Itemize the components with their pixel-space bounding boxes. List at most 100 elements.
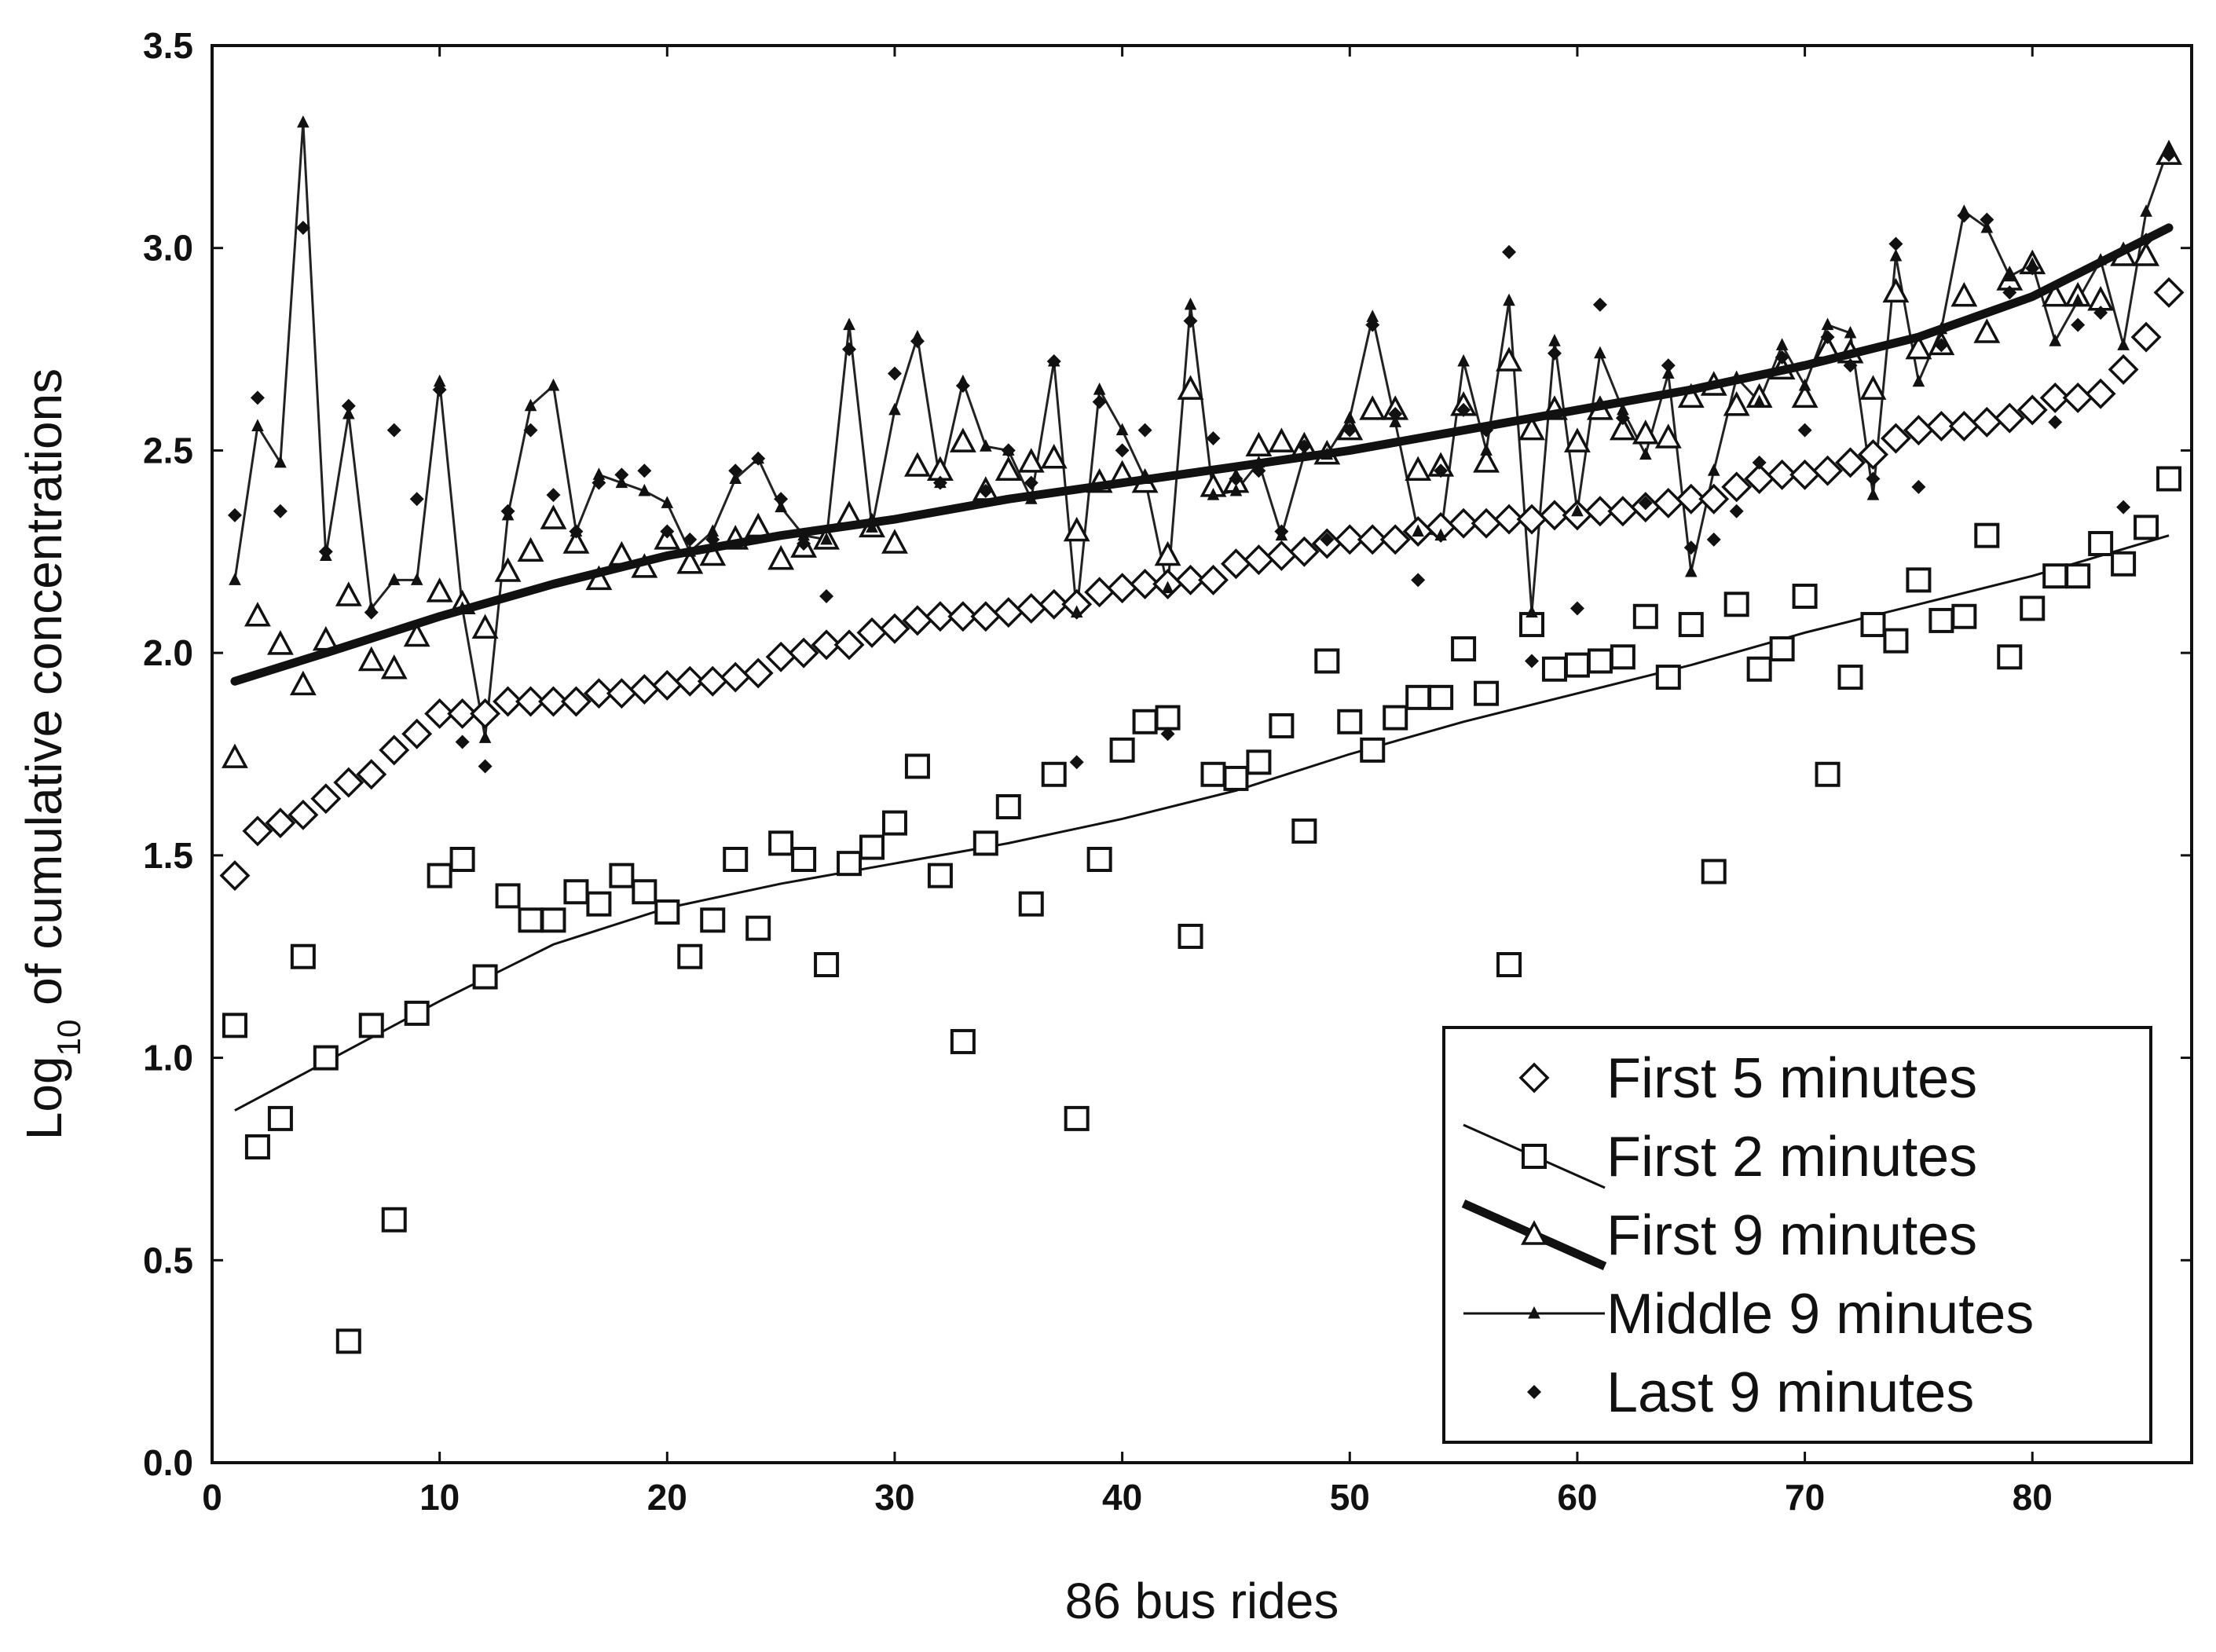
data-point: [1707, 463, 1720, 476]
x-tick-label: 20: [647, 1477, 687, 1518]
data-point: [379, 734, 410, 766]
data-point: [1883, 628, 1909, 654]
data-point: [1661, 358, 1676, 373]
data-point: [357, 646, 385, 672]
data-point: [410, 573, 423, 585]
data-point: [775, 500, 787, 513]
data-point: [2140, 204, 2152, 217]
data-point: [1835, 447, 1866, 478]
data-point: [1092, 394, 1107, 409]
data-point: [904, 452, 931, 477]
data-point: [1792, 583, 1818, 609]
data-point: [274, 455, 287, 468]
data-point: [1245, 431, 1273, 457]
data-point: [1610, 644, 1635, 670]
data-point: [1769, 636, 1795, 661]
data-point: [1729, 504, 1744, 518]
x-axis-title: 86 bus rides: [1065, 1573, 1339, 1629]
data-point: [1200, 761, 1226, 787]
y-tick-label: 1.0: [143, 1038, 193, 1079]
data-point: [1183, 313, 1198, 328]
axes-layer: 0 10 20 30 40 50 60 70 80 0.0 0.5 1.0 1.5 2.0 2.5 3.0 3.…: [143, 25, 2192, 1518]
data-point: [1547, 346, 1562, 361]
data-point: [1061, 588, 1093, 620]
data-point: [1268, 427, 1295, 452]
data-point: [2049, 334, 2062, 346]
data-point: [1496, 346, 1522, 372]
data-point: [881, 529, 908, 554]
data-point: [540, 907, 566, 933]
data-point: [957, 374, 969, 387]
legend-label: First 9 minutes: [1606, 1204, 1977, 1267]
data-point: [814, 952, 840, 978]
y-axis-title-subscript: 10: [50, 1020, 87, 1057]
data-point: [1974, 522, 2000, 548]
data-point: [2156, 466, 2182, 492]
data-point: [1843, 358, 1858, 373]
y-axis-title-main: Log: [16, 1056, 72, 1140]
data-point: [2117, 338, 2130, 350]
data-point: [1175, 564, 1206, 595]
data-point: [1584, 496, 1616, 527]
data-point: [706, 524, 720, 537]
data-point: [2116, 500, 2131, 515]
data-point: [288, 799, 319, 830]
legend-marker: [1522, 1144, 1547, 1169]
legend-box: [1442, 1026, 2152, 1444]
data-point: [1334, 524, 1365, 555]
data-point: [972, 830, 998, 856]
data-point: [387, 573, 401, 585]
y-axis-title-rest: of cumulative concentrations: [16, 368, 72, 1020]
data-point: [1428, 684, 1454, 710]
data-point: [1161, 581, 1174, 594]
data-point: [699, 540, 727, 566]
data-point: [637, 463, 652, 478]
data-point: [767, 544, 795, 570]
data-point: [1858, 439, 1888, 471]
data-point: [615, 475, 628, 489]
data-point: [1069, 755, 1084, 770]
data-point: [1906, 567, 1932, 593]
data-point: [949, 427, 976, 452]
data-point: [674, 665, 705, 697]
data-point: [1951, 603, 1977, 629]
data-point: [1379, 524, 1411, 555]
data-point: [586, 891, 612, 917]
data-point: [2133, 241, 2159, 266]
data-point: [424, 698, 456, 729]
data-point: [728, 463, 743, 478]
x-tick-label: 0: [202, 1477, 222, 1518]
data-point: [289, 670, 317, 696]
legend-label: Middle 9 minutes: [1606, 1283, 2034, 1346]
data-point: [2071, 317, 2086, 332]
data-point: [1632, 419, 1659, 445]
data-point: [592, 467, 606, 480]
data-point: [2153, 277, 2185, 308]
data-point: [409, 492, 424, 507]
data-point: [1570, 601, 1584, 616]
data-point: [517, 537, 544, 562]
data-point: [1752, 455, 1767, 470]
data-point: [478, 759, 493, 774]
data-point: [1905, 334, 1932, 360]
data-point: [661, 496, 674, 508]
data-point: [774, 492, 789, 507]
data-point: [1798, 378, 1811, 391]
data-point: [1130, 569, 1161, 599]
data-point: [364, 601, 378, 614]
data-point: [1360, 737, 1386, 763]
data-point: [265, 808, 296, 839]
data-point: [1246, 749, 1272, 775]
data-point: [380, 654, 408, 679]
data-point: [1539, 500, 1570, 531]
data-point: [904, 753, 930, 779]
data-point: [1639, 447, 1652, 460]
data-point: [563, 879, 589, 905]
data-point: [1866, 471, 1881, 486]
series-middle-9-minutes: [229, 115, 2175, 743]
data-point: [994, 456, 1022, 481]
data-point: [995, 794, 1021, 820]
data-point: [752, 451, 764, 464]
data-point: [660, 524, 675, 539]
data-point: [1564, 652, 1590, 678]
